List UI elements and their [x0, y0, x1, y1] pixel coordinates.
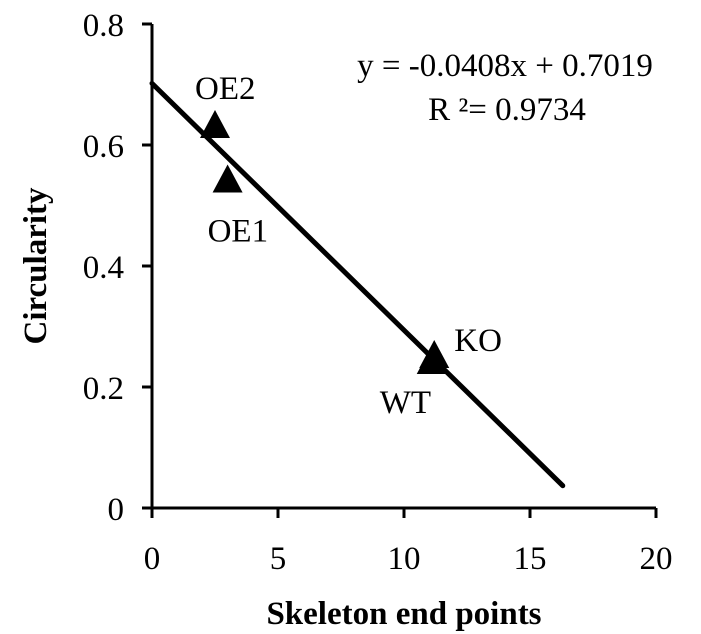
- point-labels: OE2 OE1 KO WT: [195, 71, 502, 421]
- x-tick-label: 5: [270, 541, 287, 577]
- y-tick-label: 0.2: [83, 371, 124, 407]
- x-tick-label: 20: [640, 541, 673, 577]
- y-tick-label: 0.8: [83, 8, 124, 44]
- y-axis-title: Circularity: [18, 187, 54, 345]
- trendline: [149, 80, 566, 489]
- data-point-wt: [416, 346, 447, 374]
- y-tick-label: 0.6: [83, 129, 124, 165]
- point-label-wt: WT: [380, 385, 431, 421]
- x-tick-label: 10: [388, 541, 421, 577]
- y-tick-label: 0.4: [83, 250, 124, 286]
- trendline-equation: y = -0.0408x + 0.7019: [357, 48, 653, 84]
- x-tick-label: 15: [514, 541, 547, 577]
- data-points: [200, 110, 450, 374]
- x-tick-label: 0: [144, 541, 161, 577]
- point-label-oe1: OE1: [208, 213, 269, 249]
- trendline-group: [149, 80, 566, 489]
- axis-ticks: 0 5 10 15 20 0 0.2 0.4 0.6 0.8: [83, 8, 673, 577]
- point-label-oe2: OE2: [195, 71, 256, 107]
- r-squared-label: R ²= 0.9734: [428, 92, 586, 128]
- data-point-oe1: [212, 164, 243, 193]
- y-tick-label: 0: [108, 492, 125, 528]
- point-label-ko: KO: [454, 323, 502, 359]
- data-point-oe2: [200, 110, 230, 139]
- x-axis-title: Skeleton end points: [266, 596, 541, 632]
